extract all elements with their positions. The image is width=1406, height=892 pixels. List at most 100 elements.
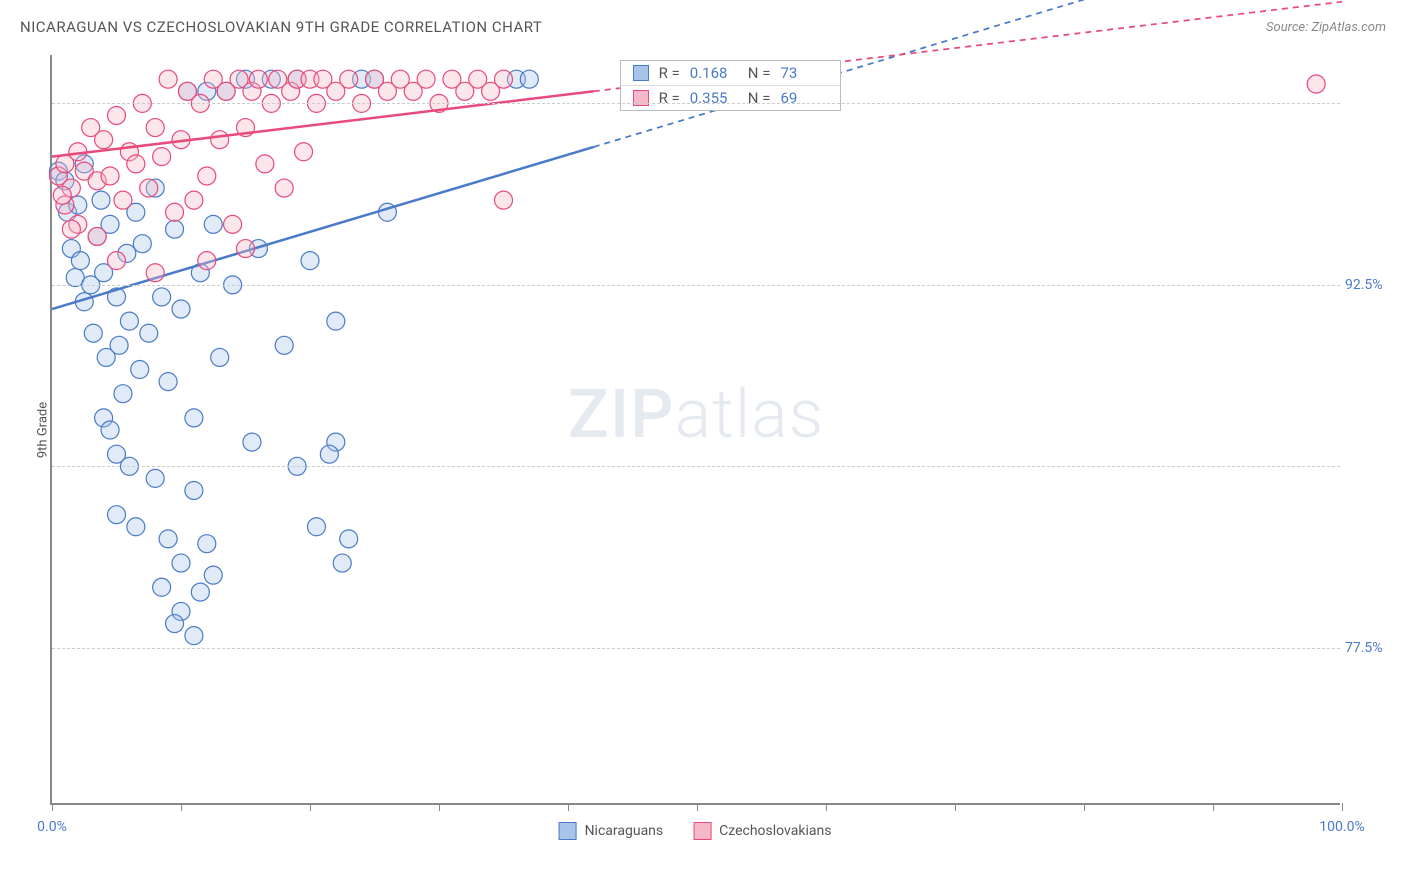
- gridline-horizontal: [52, 285, 1340, 286]
- scatter-point: [166, 615, 184, 633]
- gridline-horizontal: [52, 103, 1340, 104]
- scatter-point: [249, 70, 267, 88]
- scatter-point: [172, 300, 190, 318]
- scatter-point: [159, 530, 177, 548]
- scatter-point: [110, 336, 128, 354]
- chart-svg: [52, 55, 1340, 803]
- scatter-point: [327, 312, 345, 330]
- x-tick: [310, 803, 311, 811]
- stats-swatch: [633, 65, 649, 81]
- scatter-point: [95, 131, 113, 149]
- scatter-point: [198, 167, 216, 185]
- source-prefix: Source:: [1266, 20, 1311, 35]
- scatter-point: [84, 324, 102, 342]
- scatter-point: [88, 227, 106, 245]
- legend-label: Czechoslovakians: [719, 823, 831, 839]
- scatter-point: [172, 554, 190, 572]
- scatter-point: [301, 252, 319, 270]
- scatter-point: [140, 324, 158, 342]
- scatter-point: [191, 583, 209, 601]
- plot-container: 9th Grade ZIPatlas R =0.168N =73R =0.355…: [50, 55, 1340, 805]
- scatter-point: [108, 106, 126, 124]
- scatter-point: [237, 240, 255, 258]
- scatter-point: [185, 409, 203, 427]
- stats-row: R =0.168N =73: [621, 61, 841, 86]
- scatter-point: [243, 433, 261, 451]
- scatter-point: [256, 155, 274, 173]
- x-tick: [955, 803, 956, 811]
- x-tick: [1342, 803, 1343, 811]
- scatter-point: [153, 578, 171, 596]
- gridline-horizontal: [52, 648, 1340, 649]
- scatter-point: [127, 518, 145, 536]
- gridline-horizontal: [52, 466, 1340, 467]
- legend-swatch: [693, 822, 711, 840]
- stats-r-value: 0.168: [690, 64, 738, 82]
- scatter-point: [320, 445, 338, 463]
- scatter-point: [185, 481, 203, 499]
- scatter-point: [114, 385, 132, 403]
- legend-item: Nicaraguans: [559, 822, 664, 840]
- scatter-point: [159, 373, 177, 391]
- scatter-point: [224, 215, 242, 233]
- scatter-point: [185, 191, 203, 209]
- scatter-point: [108, 506, 126, 524]
- scatter-point: [198, 535, 216, 553]
- x-tick: [439, 803, 440, 811]
- scatter-point: [127, 155, 145, 173]
- stats-n-label: N =: [748, 64, 771, 82]
- scatter-point: [211, 131, 229, 149]
- scatter-point: [495, 191, 513, 209]
- x-tick: [181, 803, 182, 811]
- scatter-point: [204, 566, 222, 584]
- x-tick: [826, 803, 827, 811]
- x-tick: [1213, 803, 1214, 811]
- scatter-point: [340, 70, 358, 88]
- stats-r-label: R =: [659, 64, 680, 82]
- scatter-point: [133, 235, 151, 253]
- scatter-point: [307, 518, 325, 536]
- source-attribution: Source: ZipAtlas.com: [1266, 20, 1386, 35]
- scatter-point: [146, 469, 164, 487]
- scatter-point: [495, 70, 513, 88]
- chart-title: NICARAGUAN VS CZECHOSLOVAKIAN 9TH GRADE …: [20, 18, 542, 36]
- scatter-point: [120, 312, 138, 330]
- scatter-point: [185, 627, 203, 645]
- scatter-point: [153, 148, 171, 166]
- scatter-point: [53, 186, 71, 204]
- source-name: ZipAtlas.com: [1311, 20, 1386, 35]
- scatter-point: [101, 421, 119, 439]
- scatter-point: [159, 70, 177, 88]
- scatter-point: [101, 167, 119, 185]
- scatter-point: [211, 348, 229, 366]
- scatter-point: [275, 336, 293, 354]
- plot-area: ZIPatlas R =0.168N =73R =0.355N =69 77.5…: [50, 55, 1340, 805]
- x-tick: [1084, 803, 1085, 811]
- scatter-point: [146, 264, 164, 282]
- x-tick-label: 100.0%: [1319, 819, 1364, 835]
- chart-header: NICARAGUAN VS CZECHOSLOVAKIAN 9TH GRADE …: [20, 18, 1386, 36]
- x-tick: [697, 803, 698, 811]
- x-tick: [52, 803, 53, 811]
- scatter-point: [520, 70, 538, 88]
- legend-swatch: [559, 822, 577, 840]
- legend-label: Nicaraguans: [585, 823, 664, 839]
- bottom-legend: Nicaraguans Czechoslovakians: [559, 822, 832, 840]
- scatter-point: [153, 288, 171, 306]
- x-tick-label: 0.0%: [37, 819, 67, 835]
- y-tick-label: 77.5%: [1345, 640, 1400, 656]
- scatter-point: [198, 252, 216, 270]
- scatter-point: [92, 191, 110, 209]
- scatter-point: [114, 191, 132, 209]
- scatter-point: [295, 143, 313, 161]
- scatter-point: [417, 70, 435, 88]
- scatter-point: [333, 554, 351, 572]
- scatter-point: [62, 220, 80, 238]
- scatter-point: [71, 252, 89, 270]
- y-axis-label: 9th Grade: [36, 402, 51, 458]
- scatter-point: [146, 119, 164, 137]
- scatter-point: [275, 179, 293, 197]
- scatter-point: [166, 220, 184, 238]
- legend-item: Czechoslovakians: [693, 822, 831, 840]
- scatter-point: [204, 215, 222, 233]
